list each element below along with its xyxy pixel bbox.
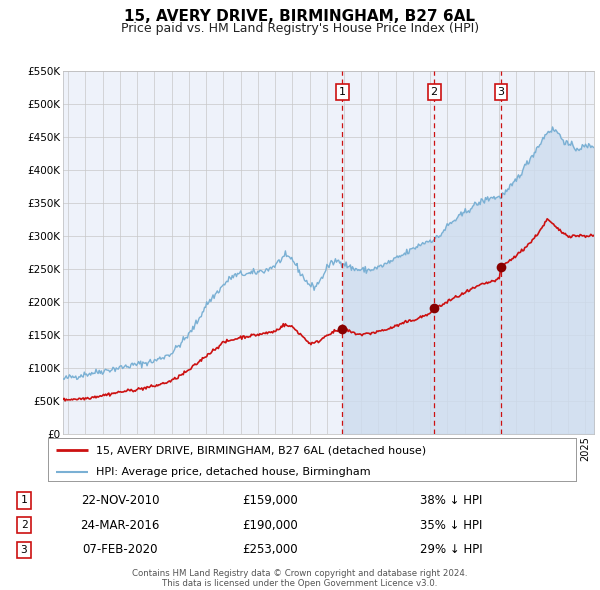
Text: 3: 3 xyxy=(497,87,505,97)
Text: 2: 2 xyxy=(20,520,28,530)
Text: £253,000: £253,000 xyxy=(242,543,298,556)
Text: 15, AVERY DRIVE, BIRMINGHAM, B27 6AL (detached house): 15, AVERY DRIVE, BIRMINGHAM, B27 6AL (de… xyxy=(95,445,425,455)
Text: £190,000: £190,000 xyxy=(242,519,298,532)
Text: £159,000: £159,000 xyxy=(242,494,298,507)
Text: HPI: Average price, detached house, Birmingham: HPI: Average price, detached house, Birm… xyxy=(95,467,370,477)
Text: 35% ↓ HPI: 35% ↓ HPI xyxy=(420,519,482,532)
Text: 15, AVERY DRIVE, BIRMINGHAM, B27 6AL: 15, AVERY DRIVE, BIRMINGHAM, B27 6AL xyxy=(125,9,476,24)
Text: 29% ↓ HPI: 29% ↓ HPI xyxy=(420,543,482,556)
Text: 1: 1 xyxy=(20,496,28,506)
Text: 07-FEB-2020: 07-FEB-2020 xyxy=(82,543,158,556)
Text: 22-NOV-2010: 22-NOV-2010 xyxy=(81,494,159,507)
Text: 2: 2 xyxy=(431,87,438,97)
Text: This data is licensed under the Open Government Licence v3.0.: This data is licensed under the Open Gov… xyxy=(163,579,437,588)
Text: 24-MAR-2016: 24-MAR-2016 xyxy=(80,519,160,532)
Text: Price paid vs. HM Land Registry's House Price Index (HPI): Price paid vs. HM Land Registry's House … xyxy=(121,22,479,35)
Text: 38% ↓ HPI: 38% ↓ HPI xyxy=(420,494,482,507)
Text: Contains HM Land Registry data © Crown copyright and database right 2024.: Contains HM Land Registry data © Crown c… xyxy=(132,569,468,578)
Text: 1: 1 xyxy=(339,87,346,97)
Text: 3: 3 xyxy=(20,545,28,555)
